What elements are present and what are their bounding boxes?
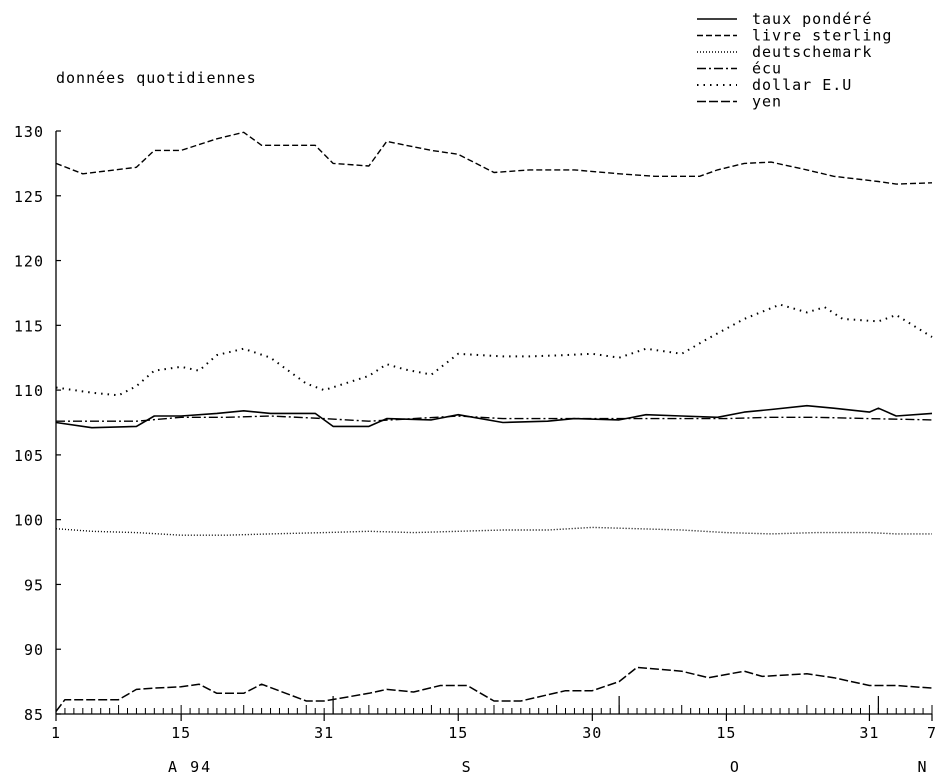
series-line — [55, 404, 933, 429]
series-line — [55, 666, 933, 712]
chart-subtitle: données quotidiennes — [56, 69, 257, 87]
legend-label: dollar E.U — [752, 76, 852, 94]
legend-label: yen — [752, 93, 782, 111]
y-tick-label: 130 — [14, 123, 44, 141]
x-tick-label: 15 — [716, 724, 736, 742]
y-tick-label: 100 — [14, 512, 44, 530]
y-tick-label: 125 — [14, 188, 44, 206]
y-tick-label: 85 — [24, 706, 44, 724]
x-tick-label: 31 — [859, 724, 879, 742]
month-label: O — [730, 758, 741, 776]
legend-label: deutschemark — [752, 43, 872, 61]
series-line — [55, 526, 932, 536]
legend-label: taux pondéré — [752, 10, 872, 28]
month-label: S — [462, 758, 473, 776]
y-tick-label: 110 — [14, 382, 44, 400]
x-tick-label: 15 — [171, 724, 191, 742]
y-tick-label: 115 — [14, 317, 44, 335]
series-line — [55, 131, 933, 185]
x-tick-label: 31 — [314, 724, 334, 742]
series-line — [56, 415, 933, 422]
x-tick-label: 7 — [927, 724, 937, 742]
x-tick-label: 30 — [582, 724, 602, 742]
legend-label: livre sterling — [752, 27, 892, 45]
y-tick-label: 90 — [24, 641, 44, 659]
series-line — [55, 303, 933, 397]
y-tick-label: 105 — [14, 447, 44, 465]
month-label: A 94 — [168, 758, 212, 776]
x-tick-label: 1 — [51, 724, 61, 742]
y-tick-label: 120 — [14, 253, 44, 271]
legend-label: écu — [752, 60, 782, 78]
y-tick-label: 95 — [24, 576, 44, 594]
x-tick-label: 15 — [448, 724, 468, 742]
month-label: N — [918, 758, 929, 776]
